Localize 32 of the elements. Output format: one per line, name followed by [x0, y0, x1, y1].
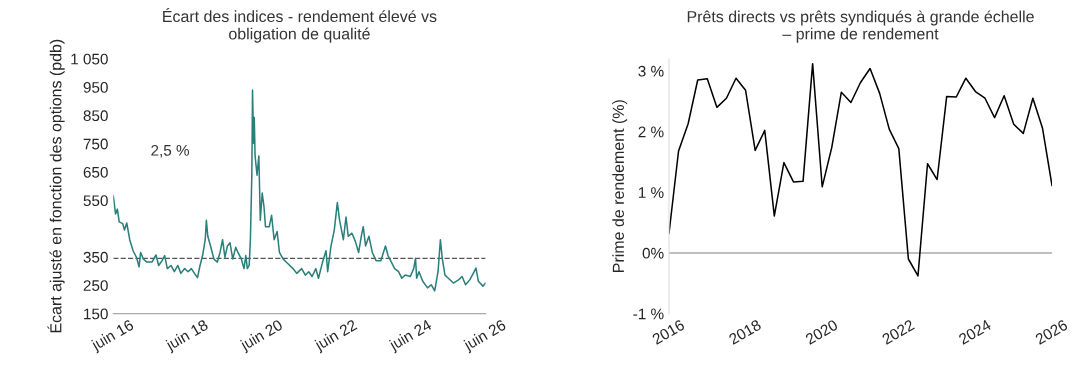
x-tick-label: 2018: [728, 319, 762, 345]
y-tick-label: 850: [83, 110, 108, 122]
x-tick-label: juin 18: [164, 318, 211, 354]
y-tick-label: 0%: [642, 247, 664, 259]
x-tick-label: juin 20: [238, 318, 285, 354]
x-tick-label: 2022: [881, 319, 915, 345]
line-series: [668, 62, 1053, 277]
x-tick-label: juin 22: [313, 318, 360, 354]
y-tick-label: 650: [83, 166, 108, 178]
x-tick-label: 2026: [1034, 319, 1069, 345]
annotation: 2,5 %: [151, 144, 190, 158]
y-tick-label: 2 %: [638, 126, 664, 138]
x-tick-label: 2024: [958, 319, 992, 345]
chart-title: Écart des indices - rendement élevé vs obligation de qualité: [163, 8, 437, 43]
x-tick-label: juin 24: [387, 318, 434, 354]
y-tick-label: 150: [84, 308, 108, 320]
line-series: [113, 89, 486, 292]
y-tick-label: -1 %: [633, 308, 664, 320]
y-tick-label: 3 %: [638, 65, 664, 77]
y-axis-title: Prime de rendement (%): [612, 100, 628, 272]
y-tick-label: 1 %: [638, 187, 664, 198]
x-tick-label: 2020: [804, 319, 839, 345]
chart-title: Prêts directs vs prêts syndiqués à grande échelle – prime de rendement: [687, 10, 1034, 43]
y-tick-label: 750: [83, 138, 108, 150]
x-tick-label: juin 26: [462, 318, 509, 354]
x-tick-label: 2016: [651, 319, 686, 345]
y-tick-label: 950: [83, 81, 108, 93]
y-tick-label: 350: [83, 251, 108, 263]
y-tick-label: 250: [83, 280, 108, 291]
y-tick-label: 550: [83, 195, 108, 207]
y-axis-title: Écart ajusté en fonction des options (pdb): [47, 39, 65, 333]
y-tick-label: 1 050: [71, 53, 108, 65]
